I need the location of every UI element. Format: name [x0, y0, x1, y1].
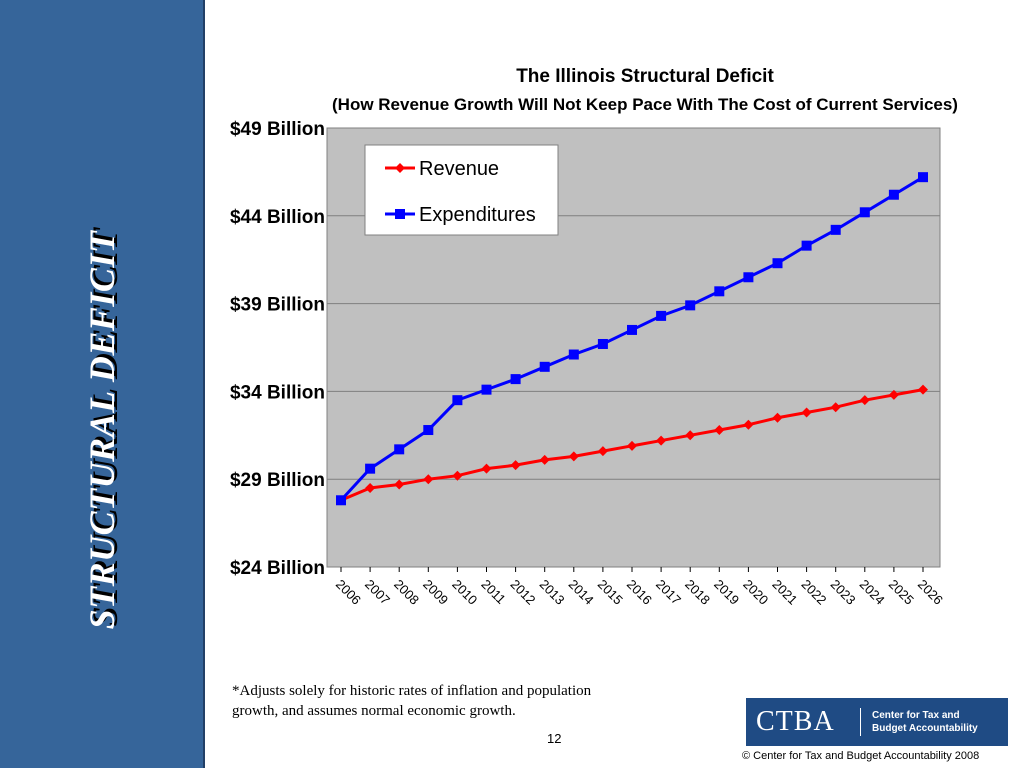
- data-point: [656, 310, 667, 321]
- page-number: 12: [547, 731, 562, 746]
- y-tick-label: $24 Billion: [230, 558, 325, 579]
- data-point: [801, 240, 812, 251]
- data-point: [568, 349, 579, 360]
- x-tick-label: 2022: [798, 577, 829, 608]
- x-tick-label: 2011: [478, 577, 508, 607]
- x-tick-label: 2013: [537, 577, 568, 608]
- line-chart: $24 Billion $29 Billion $34 Billion $39 Bil…: [230, 119, 946, 608]
- x-tick-label: 2007: [362, 577, 393, 608]
- y-tick-label: $34 Billion: [230, 382, 325, 403]
- x-tick-label: 2021: [769, 577, 800, 608]
- legend-marker: [395, 163, 405, 173]
- x-tick-label: 2009: [420, 577, 451, 608]
- legend-item-expenditures: Expenditures: [385, 204, 536, 226]
- data-point: [859, 207, 870, 218]
- data-point: [365, 482, 376, 493]
- y-axis-ticks: $24 Billion $29 Billion $34 Billion $39 Bil…: [230, 119, 325, 579]
- x-tick-label: 2014: [566, 577, 597, 608]
- logo-organization-name: Center for Tax and Budget Accountability: [872, 709, 1002, 735]
- data-point: [627, 440, 637, 451]
- copyright-notice: © Center for Tax and Budget Accountabili…: [742, 750, 980, 762]
- data-point: [423, 425, 434, 436]
- data-point: [627, 324, 637, 335]
- sidebar-panel: STRUCTURAL DEFICIT: [0, 0, 205, 768]
- data-point: [801, 407, 812, 418]
- data-point: [685, 300, 696, 311]
- sidebar-title: STRUCTURAL DEFICIT: [82, 230, 122, 630]
- data-point: [394, 444, 405, 455]
- y-tick-label: $29 Billion: [230, 470, 325, 491]
- x-tick-label: 2020: [740, 577, 771, 608]
- data-point: [772, 258, 783, 269]
- data-point: [510, 374, 521, 385]
- legend-box: [364, 144, 559, 236]
- data-point: [714, 286, 725, 297]
- data-point: [481, 463, 492, 474]
- data-point: [772, 412, 783, 423]
- x-axis-ticks: 2006200720082009201020112012201320142015…: [333, 567, 946, 608]
- data-point: [481, 384, 492, 395]
- data-point: [336, 495, 346, 506]
- data-point: [394, 479, 405, 490]
- footnote: *Adjusts solely for historic rates of in…: [232, 683, 592, 719]
- data-point: [859, 395, 870, 406]
- logo-abbreviation: CTBA: [756, 706, 835, 737]
- x-tick-label: 2017: [653, 577, 684, 608]
- x-tick-label: 2010: [449, 577, 480, 608]
- chart-subtitle: (How Revenue Growth Will Not Keep Pace W…: [332, 95, 958, 114]
- x-tick-label: 2008: [391, 577, 422, 608]
- data-point: [918, 384, 928, 395]
- x-tick-label: 2018: [682, 577, 713, 608]
- data-point: [452, 470, 463, 481]
- series-expenditures: [336, 172, 928, 506]
- data-point: [423, 474, 434, 485]
- ctba-logo: CTBA Center for Tax and Budget Accountab…: [746, 698, 1008, 746]
- legend: Revenue Expenditures: [364, 144, 559, 236]
- data-point: [918, 172, 928, 183]
- series-revenue: [336, 384, 928, 506]
- data-point: [568, 451, 579, 462]
- x-tick-label: 2019: [711, 577, 742, 608]
- y-tick-label: $49 Billion: [230, 119, 325, 140]
- logo-divider: [860, 708, 861, 736]
- y-tick-label: $39 Billion: [230, 295, 325, 316]
- data-point: [743, 419, 754, 430]
- data-point: [714, 425, 725, 436]
- legend-label: Revenue: [419, 158, 499, 180]
- data-point: [539, 454, 550, 465]
- logo-name-line-1: Center for Tax and: [872, 710, 960, 721]
- data-point: [830, 402, 841, 413]
- x-tick-label: 2026: [915, 577, 946, 608]
- x-tick-label: 2015: [595, 577, 626, 608]
- y-tick-label: $44 Billion: [230, 207, 325, 228]
- x-tick-label: 2023: [828, 577, 859, 608]
- data-point: [743, 272, 754, 283]
- data-point: [830, 224, 841, 235]
- legend-label: Expenditures: [419, 204, 536, 226]
- legend-item-revenue: Revenue: [385, 158, 499, 180]
- data-point: [888, 389, 899, 400]
- legend-marker: [395, 209, 405, 219]
- data-point: [685, 430, 696, 441]
- x-tick-label: 2024: [857, 577, 888, 608]
- x-tick-label: 2016: [624, 577, 655, 608]
- x-tick-label: 2012: [507, 577, 538, 608]
- data-point: [539, 361, 550, 372]
- x-tick-label: 2006: [333, 577, 364, 608]
- data-point: [597, 338, 608, 349]
- data-point: [656, 435, 667, 446]
- data-point: [597, 446, 608, 457]
- data-point: [365, 463, 376, 474]
- data-point: [452, 395, 463, 406]
- data-point: [888, 189, 899, 200]
- logo-name-line-2: Budget Accountability: [872, 723, 978, 734]
- x-tick-label: 2025: [886, 577, 917, 608]
- series-group: [336, 172, 928, 506]
- chart-title: The Illinois Structural Deficit: [516, 66, 774, 87]
